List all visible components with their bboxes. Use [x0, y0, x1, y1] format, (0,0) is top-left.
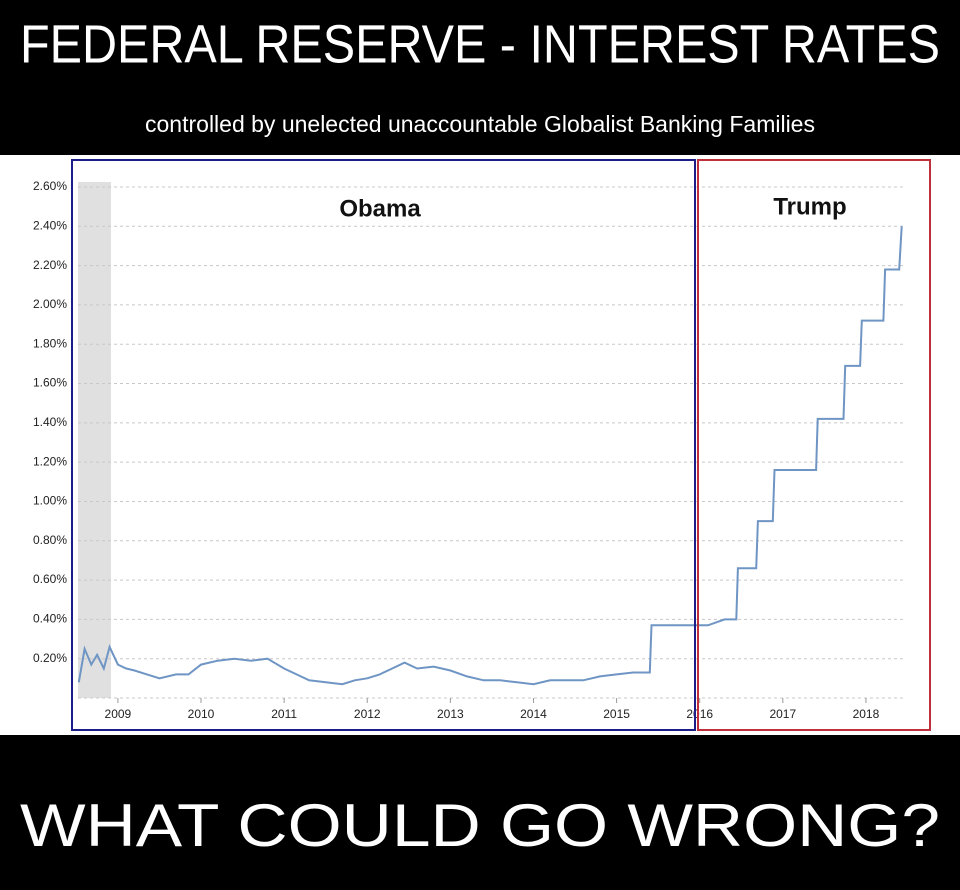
y-tick-label: 1.60%: [33, 376, 67, 390]
y-tick-label: 0.20%: [33, 651, 67, 665]
subtitle: controlled by unelected unaccountable Gl…: [145, 111, 815, 137]
x-tick-label: 2017: [769, 707, 796, 721]
annotation: Obama: [339, 195, 421, 222]
annotation: Trump: [773, 193, 846, 220]
y-tick-label: 1.20%: [33, 454, 67, 468]
y-tick-label: 2.60%: [33, 179, 67, 193]
trump-box: [697, 159, 931, 731]
y-tick-label: 0.40%: [33, 612, 67, 626]
y-tick-label: 2.40%: [33, 218, 67, 232]
y-tick-label: 2.00%: [33, 297, 67, 311]
x-tick-label: 2015: [603, 707, 630, 721]
x-tick-label: 2011: [271, 707, 297, 721]
x-tick-label: 2012: [354, 707, 381, 721]
x-tick-label: 2009: [105, 707, 132, 721]
plot: 0.20% 0.40% 0.60% 0.80% 1.00% 1.20% 1.40% 1.60%…: [33, 179, 905, 721]
recession-shade: [78, 182, 111, 698]
rate-line: [77, 226, 903, 686]
x-tick-label: 2013: [437, 707, 464, 721]
title: FEDERAL RESERVE - INTEREST RATES: [20, 14, 940, 74]
y-tick-label: 1.40%: [33, 415, 67, 429]
y-tick-label: 2.20%: [33, 258, 67, 272]
caption: WHAT COULD GO WRONG?: [20, 792, 940, 859]
y-tick-label: 1.80%: [33, 336, 67, 350]
y-tick-label: 0.60%: [33, 572, 67, 586]
x-tick-label: 2010: [188, 707, 215, 721]
x-tick-label: 2014: [520, 707, 547, 721]
obama-box: [71, 159, 696, 731]
x-tick-label: 2018: [853, 707, 880, 721]
chart-area: [0, 155, 960, 735]
y-tick-label: 0.80%: [33, 533, 67, 547]
x-tick-label: 2016: [686, 707, 713, 721]
y-tick-label: 1.00%: [33, 494, 67, 508]
